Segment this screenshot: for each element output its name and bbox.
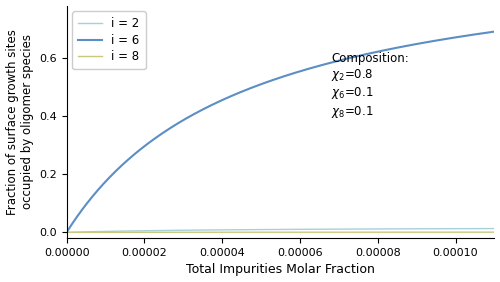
i = 2: [397, 227, 403, 231]
i = 8: [252, 230, 258, 234]
Line: i = 6: i = 6: [66, 32, 494, 232]
Line: i = 2: i = 2: [66, 229, 494, 232]
Text: Composition:
$\chi_2$=0.8
$\chi_6$=0.1
$\chi_8$=0.1: Composition: $\chi_2$=0.8 $\chi_6$=0.1 $…: [331, 52, 409, 120]
X-axis label: Total Impurities Molar Fraction: Total Impurities Molar Fraction: [186, 263, 375, 276]
i = 2: [64, 231, 70, 234]
Legend: i = 2, i = 6, i = 8: i = 2, i = 6, i = 8: [72, 12, 146, 69]
i = 6: [397, 45, 403, 49]
i = 8: [108, 231, 114, 234]
i = 8: [397, 230, 403, 234]
i = 8: [492, 230, 498, 234]
i = 6: [492, 30, 498, 33]
i = 8: [64, 231, 70, 234]
i = 6: [405, 44, 411, 47]
i = 2: [405, 227, 411, 230]
i = 2: [252, 228, 258, 231]
i = 6: [108, 175, 114, 178]
i = 6: [252, 85, 258, 88]
i = 2: [358, 227, 364, 231]
i = 2: [108, 230, 114, 233]
Y-axis label: Fraction of surface growth sites
occupied by oligomer species: Fraction of surface growth sites occupie…: [6, 29, 34, 215]
i = 8: [405, 230, 411, 234]
i = 2: [236, 228, 242, 232]
i = 6: [64, 231, 70, 234]
i = 6: [236, 91, 242, 94]
i = 2: [492, 227, 498, 230]
i = 6: [358, 54, 364, 57]
i = 8: [358, 230, 364, 234]
i = 8: [236, 230, 242, 234]
